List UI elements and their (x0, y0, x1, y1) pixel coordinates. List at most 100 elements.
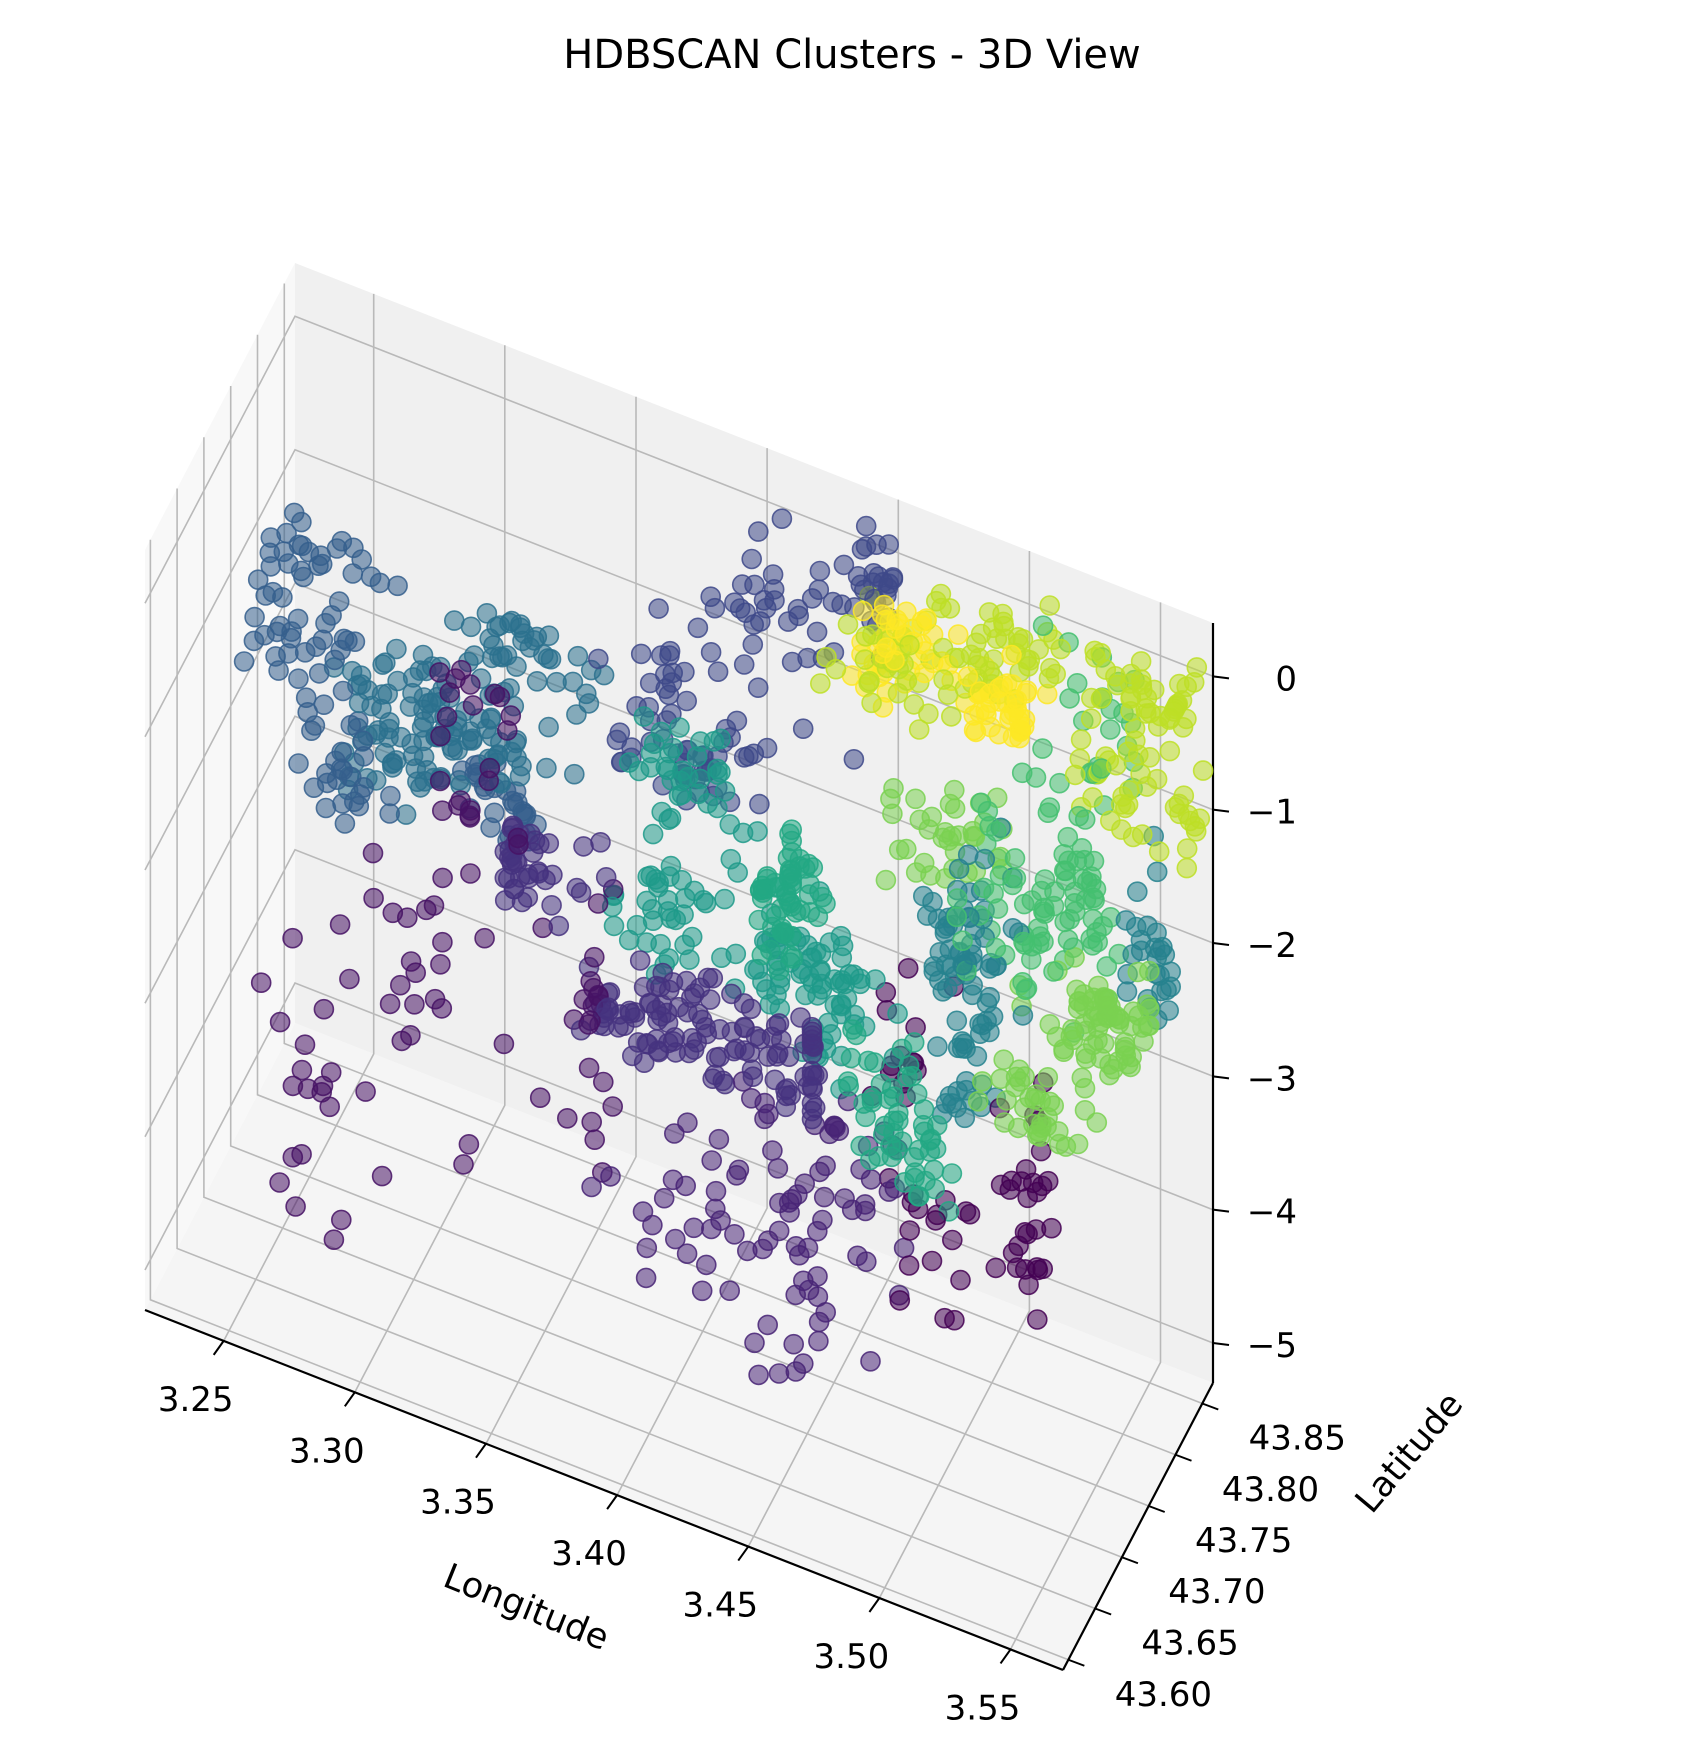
scatter-point-cluster-1 (291, 1144, 312, 1165)
scatter-point-cluster-3 (801, 1021, 823, 1043)
scatter-point-cluster-2 (893, 1237, 915, 1259)
scatter-point-cluster-4 (630, 643, 652, 665)
scatter-point-cluster-10 (1074, 809, 1096, 830)
scatter-point-cluster-12 (1140, 702, 1161, 724)
scatter-point-cluster-8 (681, 926, 703, 948)
scatter-point-cluster-9 (774, 923, 795, 945)
scatter-point-cluster-3 (742, 1066, 764, 1087)
z-tick-label: −4 (1247, 1193, 1297, 1233)
scatter-point-cluster-10 (986, 821, 1007, 842)
scatter-point-cluster-5 (288, 534, 310, 556)
y-tick-mark (1094, 1607, 1112, 1616)
scatter-point-cluster-9 (779, 823, 800, 845)
scatter-point-cluster-9 (768, 960, 790, 981)
scatter-point-cluster-2 (677, 1112, 698, 1133)
scatter-point-cluster-10 (1100, 719, 1121, 740)
scatter-point-cluster-2 (794, 1173, 816, 1194)
scatter-point-cluster-13 (852, 600, 874, 622)
scatter-point-cluster-6 (511, 755, 532, 777)
scatter-point-cluster-8 (641, 898, 663, 920)
scatter-point-cluster-1 (453, 1154, 474, 1175)
scatter-point-cluster-0 (897, 957, 919, 979)
scatter-point-cluster-9 (850, 1135, 872, 1157)
scatter-point-cluster-1 (355, 1081, 376, 1102)
z-tick-mark (1212, 942, 1230, 946)
scatter-point-cluster-1 (493, 1033, 515, 1055)
chart-title: HDBSCAN Clusters - 3D View (563, 32, 1141, 78)
x-tick-mark (999, 1648, 1012, 1665)
scatter-point-cluster-0 (1015, 1159, 1037, 1180)
scatter-point-cluster-2 (841, 1199, 863, 1221)
scatter-point-cluster-9 (840, 1047, 862, 1069)
scatter-point-cluster-1 (459, 674, 481, 695)
scatter-point-cluster-3 (619, 1002, 641, 1024)
scatter-point-cluster-4 (731, 574, 753, 595)
x-tick-label: 3.50 (814, 1637, 890, 1677)
scatter-point-cluster-7 (923, 961, 945, 982)
scatter-point-cluster-2 (828, 1120, 850, 1141)
scatter-point-cluster-1 (313, 998, 335, 1020)
scatter-point-cluster-2 (847, 1245, 868, 1267)
scatter-point-cluster-12 (1045, 663, 1066, 685)
scatter-point-cluster-10 (970, 792, 992, 814)
scatter-point-cluster-6 (526, 670, 548, 692)
scatter-point-cluster-4 (749, 793, 770, 815)
scatter-point-cluster-2 (758, 1103, 779, 1125)
x-gridline (878, 551, 1031, 1599)
scatter-point-cluster-3 (573, 836, 594, 857)
scatter-point-cluster-5 (315, 612, 336, 634)
scatter-point-cluster-5 (288, 668, 309, 690)
scatter-point-cluster-2 (808, 1330, 829, 1352)
scatter-point-cluster-12 (1080, 708, 1102, 730)
scatter-point-cluster-5 (379, 803, 401, 824)
scatter-point-cluster-5 (268, 660, 289, 681)
scatter-point-cluster-12 (1176, 857, 1198, 879)
scatter-point-cluster-4 (704, 597, 726, 619)
x-tick-mark (606, 1494, 618, 1510)
scatter-point-cluster-4 (700, 641, 722, 663)
scatter-point-cluster-2 (691, 1280, 713, 1302)
scatter-point-cluster-0 (950, 1269, 971, 1291)
y-tick-label: 43.65 (1141, 1624, 1238, 1664)
scatter-point-cluster-8 (640, 742, 662, 764)
scatter-point-cluster-12 (931, 597, 952, 619)
scatter-point-cluster-10 (1080, 928, 1101, 950)
scatter-point-cluster-9 (923, 1159, 945, 1181)
scatter-point-cluster-1 (371, 1165, 393, 1187)
scatter-point-cluster-3 (733, 993, 755, 1014)
scatter-point-cluster-8 (714, 888, 735, 910)
scatter-point-cluster-5 (313, 694, 335, 716)
scatter-point-cluster-7 (946, 1010, 968, 1032)
scatter-point-cluster-2 (695, 1254, 717, 1276)
y-tick-label: 43.60 (1115, 1675, 1212, 1715)
scatter-point-cluster-11 (882, 803, 903, 825)
scatter-point-cluster-1 (269, 1172, 290, 1193)
scatter-point-cluster-10 (1057, 929, 1079, 951)
scatter-point-cluster-2 (664, 1228, 686, 1250)
scatter-point-cluster-3 (638, 992, 660, 1014)
scatter-point-cluster-2 (724, 1224, 745, 1245)
x-tick-mark (344, 1391, 356, 1407)
scatter-point-cluster-6 (350, 674, 372, 695)
scatter-point-cluster-7 (966, 1046, 988, 1067)
scatter-point-cluster-2 (635, 1267, 657, 1289)
scatter-point-cluster-8 (887, 1003, 908, 1024)
scatter-point-cluster-5 (347, 710, 369, 732)
scatter-point-cluster-2 (813, 1186, 835, 1208)
scatter-point-cluster-3 (645, 1029, 667, 1050)
scatter-point-cluster-3 (734, 1017, 755, 1039)
x-tick-label: 3.45 (682, 1586, 758, 1626)
scatter-point-cluster-2 (860, 1351, 881, 1372)
scatter-point-cluster-4 (855, 515, 877, 537)
scatter-point-cluster-1 (500, 705, 522, 726)
z-tick-label: −5 (1247, 1326, 1297, 1366)
scatter-point-cluster-8 (688, 783, 709, 805)
scatter-point-cluster-4 (587, 648, 609, 670)
scatter-point-cluster-11 (1108, 1013, 1130, 1034)
scatter-point-cluster-1 (529, 1087, 551, 1108)
scatter-point-cluster-11 (1074, 1100, 1096, 1121)
scatter-point-cluster-0 (1017, 1223, 1038, 1245)
scatter-point-cluster-1 (432, 931, 453, 953)
scatter-point-cluster-1 (330, 1209, 352, 1231)
scatter-point-cluster-1 (297, 1078, 319, 1100)
